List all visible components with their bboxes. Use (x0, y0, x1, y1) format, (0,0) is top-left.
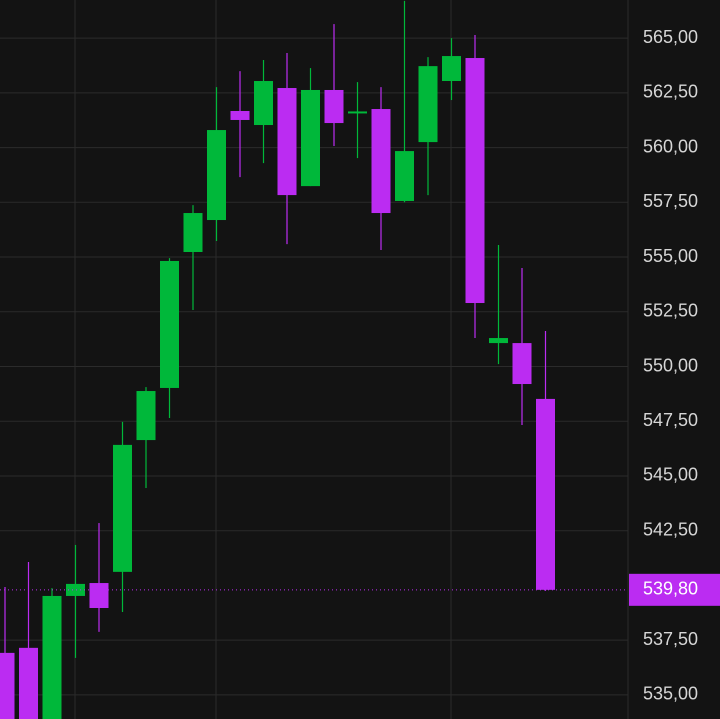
candle-body (442, 56, 461, 82)
candle-body (371, 109, 391, 214)
candle-body (113, 444, 132, 572)
y-tick-label: 535,00 (643, 684, 698, 704)
candle-body (230, 111, 250, 120)
y-tick-label: 542,50 (643, 519, 698, 539)
candle-body (183, 213, 203, 253)
last-price-label: 539,80 (643, 579, 698, 599)
candle-body (512, 343, 532, 385)
candle-body (66, 583, 85, 596)
candle-body (42, 595, 62, 719)
candle-body (160, 260, 179, 388)
y-tick-label: 550,00 (643, 355, 698, 375)
y-tick-label: 555,00 (643, 246, 698, 266)
y-tick-label: 562,50 (643, 82, 698, 102)
candle-body (418, 66, 438, 143)
last-price-tag (629, 573, 720, 606)
candle-body (207, 130, 226, 221)
candle-body (324, 89, 344, 124)
y-tick-label: 560,00 (643, 136, 698, 156)
y-tick-label: 545,00 (643, 465, 698, 485)
candle-body (254, 81, 273, 126)
candle-body (19, 647, 38, 719)
candle-body (465, 58, 485, 304)
candle-body (136, 391, 156, 441)
candle-body (277, 88, 297, 196)
y-tick-label: 557,50 (643, 191, 698, 211)
candle-body (348, 111, 367, 114)
y-tick-label: 565,00 (643, 27, 698, 47)
candle-body (489, 338, 508, 344)
y-tick-label: 552,50 (643, 301, 698, 321)
y-tick-label: 537,50 (643, 629, 698, 649)
candle-body (395, 151, 414, 201)
candle-body (536, 398, 555, 590)
candle-body (301, 89, 320, 187)
candle-body (0, 652, 15, 719)
y-tick-label: 547,50 (643, 410, 698, 430)
candle-body (89, 583, 109, 608)
